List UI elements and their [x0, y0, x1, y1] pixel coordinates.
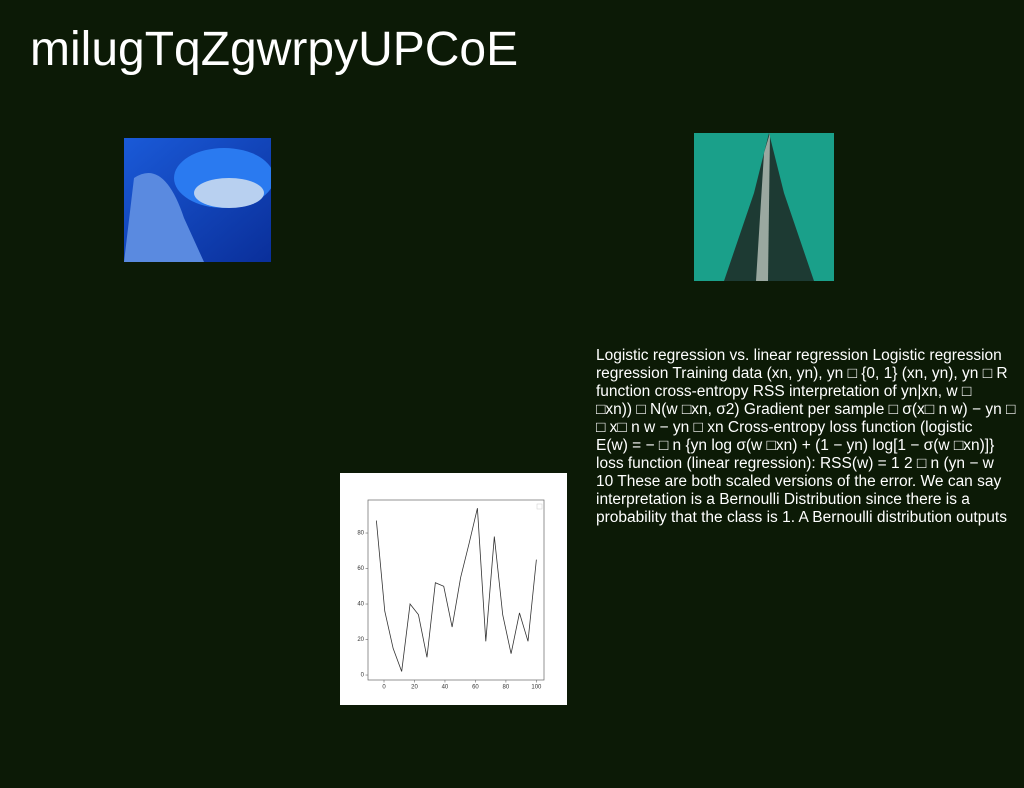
x-tick-label: 80: [503, 685, 510, 691]
legend-box: [536, 503, 543, 510]
x-tick-label: 0: [382, 685, 386, 691]
text-line: interpretation is a Bernoulli Distributi…: [596, 491, 970, 508]
x-tick-label: 100: [531, 685, 542, 691]
photo: [124, 138, 271, 262]
y-tick-label: 0: [361, 673, 365, 679]
text-line: probability that the class is 1. A Berno…: [596, 509, 1007, 526]
y-tick-label: 60: [357, 566, 364, 572]
text-line: function cross-entropy RSS interpretatio…: [596, 383, 972, 400]
text-line: □xn)) □ N(w □xn, σ2) Gradient per sample…: [596, 401, 1016, 418]
chart: 0 20 40 60 80 100 0 20 40 60 80: [340, 473, 567, 705]
y-tick-label: 80: [357, 531, 364, 537]
text-line: E(w) = − □ n {yn log σ(w □xn) + (1 − yn)…: [596, 437, 995, 454]
y-tick-label: 40: [357, 602, 364, 608]
photo: [694, 133, 834, 281]
x-tick-label: 40: [442, 685, 449, 691]
paragraph: Logistic regression vs. linear regressio…: [596, 347, 1024, 527]
x-tick-label: 20: [411, 685, 418, 691]
text-line: □ x□ n w − yn □ xn Cross-entropy loss fu…: [596, 419, 973, 436]
x-tick-label: 60: [472, 685, 479, 691]
y-tick-label: 20: [357, 637, 364, 643]
text-line: regression Training data (xn, yn), yn □ …: [596, 365, 1008, 382]
data-line: [375, 508, 537, 672]
page-title: milugTqZgwrpyUPCoE: [30, 23, 519, 76]
text-line: loss function (linear regression): RSS(w…: [596, 455, 994, 472]
text-line: 10 These are both scaled versions of the…: [596, 473, 1002, 490]
plot-frame: [367, 499, 545, 681]
text-line: Logistic regression vs. linear regressio…: [596, 347, 1002, 364]
